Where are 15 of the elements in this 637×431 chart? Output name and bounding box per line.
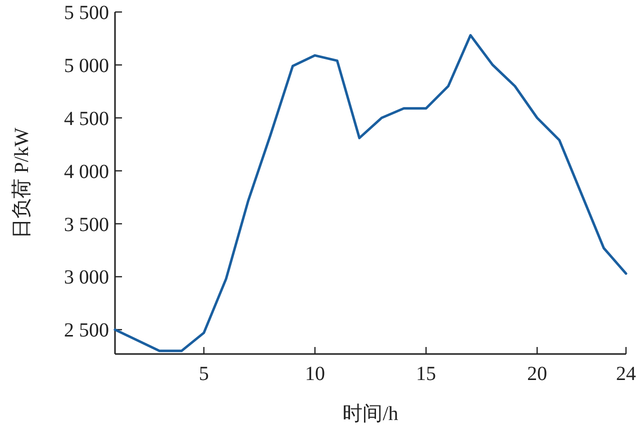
y-tick-label: 5 000 bbox=[64, 54, 109, 77]
y-tick-label: 3 000 bbox=[64, 266, 109, 289]
y-axis-title: 日负荷 P/kW bbox=[11, 128, 33, 238]
x-tick-label: 10 bbox=[304, 363, 325, 385]
x-tick-label: 20 bbox=[527, 363, 548, 385]
x-tick-label: 24 bbox=[616, 363, 636, 385]
y-tick-label: 2 500 bbox=[64, 320, 109, 342]
x-tick-label: 5 bbox=[198, 363, 209, 385]
y-tick-label: 4 000 bbox=[64, 160, 109, 183]
y-tick-label: 4 500 bbox=[64, 108, 109, 130]
y-tick-label: 5 500 bbox=[64, 2, 109, 24]
x-axis-title: 时间/h bbox=[342, 403, 398, 425]
line-series bbox=[114, 34, 628, 352]
y-tick-label: 3 500 bbox=[64, 214, 109, 236]
x-tick-label: 15 bbox=[416, 363, 436, 385]
